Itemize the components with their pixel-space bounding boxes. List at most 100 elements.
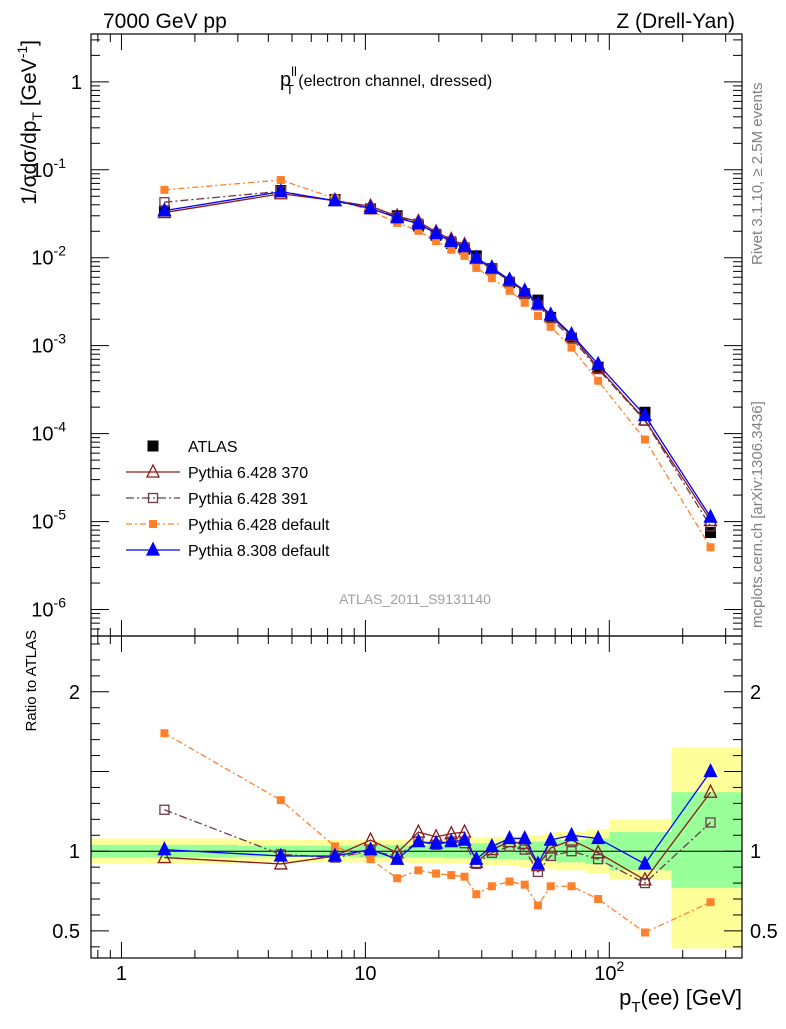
rivet-label: Rivet 3.1.10, ≥ 2.5M events [749,83,766,266]
legend-marker [145,463,161,478]
p8-ratio-point [429,834,444,849]
pdef-main-point [505,286,514,295]
pdef-main-point [706,543,715,552]
p8-main-point [703,508,718,523]
ratio-tick-label-right: 2 [750,682,761,704]
ratio-tick-label: 0.5 [52,921,80,943]
p8-main-point [530,294,546,309]
plot-title: pll T (electron channel, dressed) [280,64,492,97]
legend-item-p370: Pythia 6.428 370 [126,463,308,482]
pdef-main-point [487,274,496,283]
p8-ratio-point [457,831,472,846]
p8-ratio-point [327,847,342,862]
p8-ratio-point [411,833,426,848]
p8-ratio-point [444,833,459,848]
p8-main-point [543,306,558,321]
plot-title-sup: ll [291,64,297,79]
p8-ratio-point [390,850,405,865]
y-axis-label-post: ] [18,40,41,46]
pdef-ratio-point [533,901,542,910]
y-axis-label-sub: T [29,112,45,121]
y-axis-label-mid: [GeV [18,58,41,112]
mcplots-label: mcplots.cern.ch [arXiv:1306.3436] [749,401,766,628]
p8-main-point [517,282,532,297]
x-axis-label-pre: p [619,985,631,1010]
analysis-watermark: ATLAS_2011_S9131140 [339,591,491,607]
pdef-ratio-point [520,880,529,889]
p8-ratio-point [637,855,652,870]
y-axis-label-pre: 1/σdσ/dp [18,121,41,205]
atlas-point [705,527,717,539]
p391-ratio-point [545,850,556,862]
plot-title-main: p [280,69,291,91]
p8-ratio-point [157,841,172,856]
pdef-main-point [414,226,423,235]
p8-ratio-point [703,763,718,778]
legend-label: Pythia 6.428 370 [188,465,308,482]
p8-main-point [469,249,484,264]
legend-item-pdef: Pythia 6.428 default [126,517,330,534]
pdef-ratio-point [414,866,423,875]
legend-item-atlas: ATLAS [147,439,238,456]
pdef-main-point [640,435,649,444]
y-tick-label: 10-5 [31,507,66,534]
p8-main-point [390,209,405,224]
p8-ratio-point [517,829,532,845]
header-right: Z (Drell-Yan) [616,10,735,33]
pdef-ratio-point [393,874,402,883]
p391-ratio-point [519,844,530,855]
ratio-tick-label-right: 0.5 [750,921,778,943]
legend: ATLAS Pythia 6.428 370 Pythia 6.428 391 Pyt… [126,439,330,560]
p8-ratio-point [469,850,484,865]
legend-item-p8: Pythia 8.308 default [126,541,330,560]
pdef-main-point [447,245,456,254]
p8-main-point [502,271,517,286]
pdef-ratio-point [594,895,603,904]
series-group [157,175,718,937]
pdef-main-point [533,311,542,320]
y-tick-label: 1 [71,72,82,94]
pdef-main-point [594,376,603,385]
p8-ratio-point [273,847,288,862]
legend-marker [149,520,157,528]
plot-title-rest: (electron channel, dressed) [294,73,492,90]
x-axis-label: pT(ee) [GeV] [619,985,742,1016]
p370-ratio-point [157,849,172,864]
pdef-main-point [460,251,469,260]
p8-main-point [564,325,579,341]
p8-main-point [444,232,459,247]
x-tick-label: 10 [354,963,376,985]
pdef-ratio-point [276,796,285,805]
pdef-ratio-point [366,855,375,864]
pdef-ratio-point [640,928,649,937]
p8-ratio-point [502,829,517,845]
p8-main-point [157,202,172,217]
pdef-main-point [546,322,555,331]
p391-ratio-point [159,804,170,815]
ratio-frame [90,635,743,959]
p8-main-point [484,259,499,274]
pdef-ratio-point [487,882,496,891]
x-axis-label-post: (ee) [GeV] [641,985,742,1010]
axes-group: 1 10 102 1 10-1 10-2 10-3 10-4 10-5 10-6 0.5 0.5 1 1 2… [31,33,778,985]
legend-label: Pythia 8.308 default [188,543,330,560]
pdef-ratio-point [505,877,514,886]
y-tick-label: 10-1 [31,155,66,182]
y-tick-label: 10-3 [31,331,66,358]
legend-marker [145,541,161,556]
y-axis-label: 1/σdσ/dpT [GeV-1] [14,40,45,205]
legend-label: ATLAS [188,439,238,456]
pdef-main-point [472,263,481,272]
p8-main-point [327,192,342,207]
pdef-ratio-point [706,898,715,907]
ratio-tick-label: 1 [69,841,80,863]
p8-main-point [591,355,606,370]
y-tick-label: 10-2 [31,243,66,270]
p8-main-point [429,224,444,240]
p391-ratio-point [592,854,604,865]
pdef-ratio-point [447,871,456,880]
x-tick-label: 1 [116,963,127,985]
y-tick-label: 10-4 [31,419,66,446]
uncertainty-bands [91,747,742,949]
p8-ratio-point [530,855,546,870]
